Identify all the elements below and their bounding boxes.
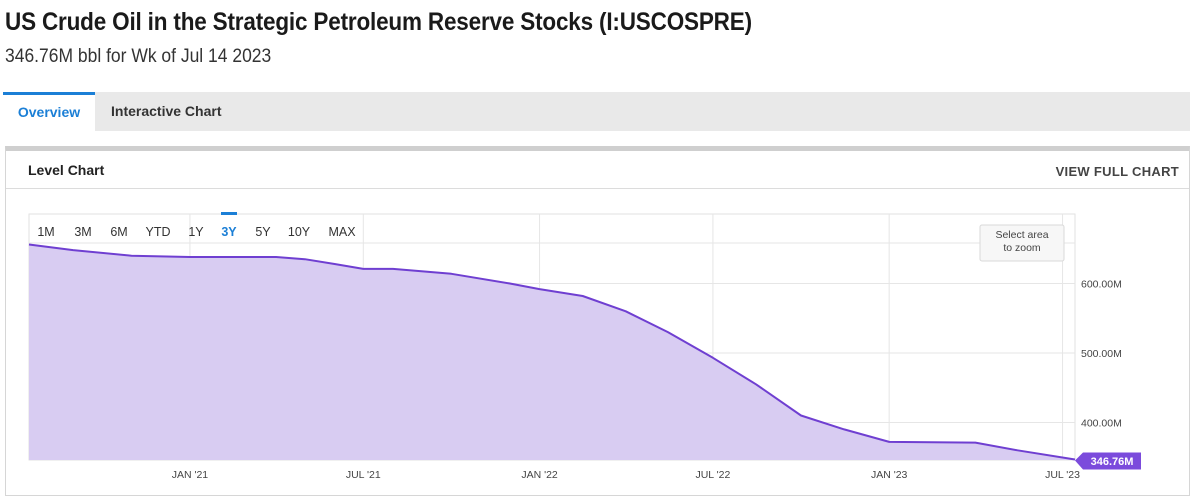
zoom-hint-text: Select area: [995, 229, 1048, 241]
zoom-hint-box: [979, 224, 1065, 262]
x-tick-label: JAN '23: [871, 469, 908, 481]
y-tick-label: 600.00M: [1081, 278, 1122, 290]
last-value-badge: [1075, 452, 1141, 470]
page-title: US Crude Oil in the Strategic Petroleum …: [5, 8, 752, 36]
page-subtitle: 346.76M bbl for Wk of Jul 14 2023: [5, 46, 272, 67]
y-tick-label: 500.00M: [1081, 348, 1122, 360]
range-button-ytd[interactable]: YTD: [146, 225, 171, 239]
x-tick-label: JUL '22: [695, 469, 730, 481]
x-tick-label: JAN '21: [172, 469, 209, 481]
range-button-3y[interactable]: 3Y: [221, 225, 237, 239]
card-title: Level Chart: [28, 162, 105, 178]
range-button-max[interactable]: MAX: [328, 225, 356, 239]
range-button-1y[interactable]: 1Y: [188, 225, 204, 239]
last-value-label: 346.76M: [1091, 456, 1134, 468]
view-full-chart-link[interactable]: VIEW FULL CHART: [1055, 164, 1179, 179]
range-active-indicator: [221, 212, 237, 215]
y-tick-label: 400.00M: [1081, 417, 1122, 429]
range-button-6m[interactable]: 6M: [110, 225, 127, 239]
series-line: [28, 243, 1076, 461]
x-tick-label: JUL '23: [1045, 469, 1080, 481]
tab-overview[interactable]: Overview: [3, 92, 95, 131]
x-tick-label: JUL '21: [346, 469, 381, 481]
zoom-hint-text: to zoom: [1003, 242, 1041, 254]
range-button-1m[interactable]: 1M: [37, 225, 54, 239]
range-button-5y[interactable]: 5Y: [255, 225, 271, 239]
tab-bar: Overview Interactive Chart: [3, 92, 1190, 131]
series-area: [29, 244, 1075, 460]
card-header: Level Chart VIEW FULL CHART: [6, 151, 1189, 189]
range-button-10y[interactable]: 10Y: [288, 225, 311, 239]
tab-interactive-chart[interactable]: Interactive Chart: [111, 103, 222, 119]
x-tick-label: JAN '22: [521, 469, 558, 481]
range-button-3m[interactable]: 3M: [74, 225, 91, 239]
